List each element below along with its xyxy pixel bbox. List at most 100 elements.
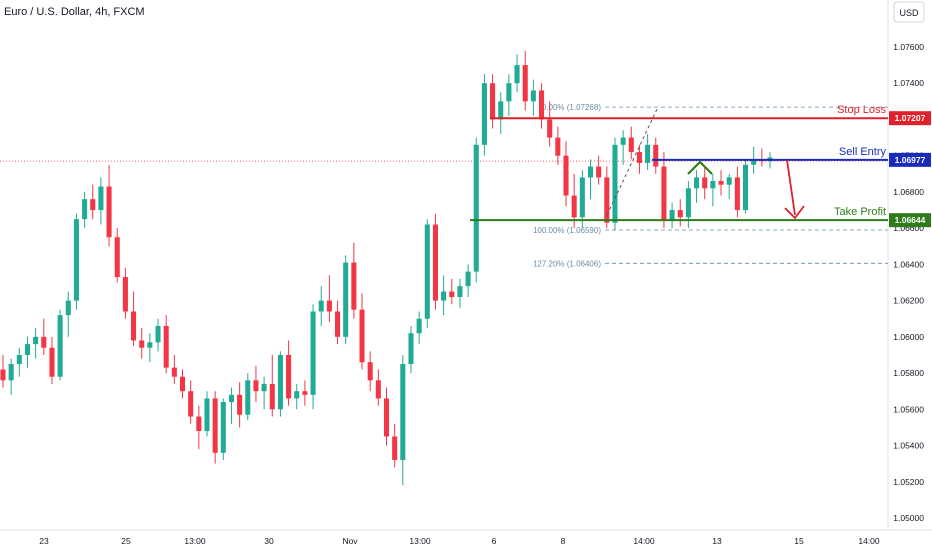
candle-body [481, 83, 487, 145]
x-tick-labels: 23 25 13:00 30 Nov 13:00 6 8 14:00 13 15 14:00 [39, 536, 880, 546]
candle [163, 315, 169, 374]
candle-body [220, 402, 226, 453]
candle-body [16, 354, 22, 365]
candle-body [114, 237, 120, 278]
candle [155, 318, 161, 352]
level-price-label: 1.07207 [895, 113, 926, 123]
candle [310, 304, 316, 410]
candle-body [245, 380, 251, 415]
candle-body [302, 391, 308, 395]
candle [8, 358, 14, 395]
candle-body [131, 311, 137, 341]
candle-body [33, 336, 39, 345]
candle [228, 387, 234, 424]
candle [596, 155, 602, 185]
candle-body [188, 391, 194, 417]
candle [131, 291, 137, 346]
candle [204, 391, 210, 437]
candle-body [286, 354, 292, 399]
level-price-label: 1.06977 [895, 155, 926, 165]
candle-body [212, 398, 218, 453]
candle-body [653, 144, 659, 167]
candle [326, 275, 332, 323]
candle [530, 79, 536, 116]
candle-body [514, 65, 520, 84]
candle [694, 170, 700, 203]
candle [188, 380, 194, 424]
candle [302, 380, 308, 406]
trade-levels: Stop Loss 1.07207 Sell Entry 1.06977 Take Pr… [470, 104, 931, 228]
candle [645, 133, 651, 171]
candle-body [65, 300, 71, 316]
candle [628, 126, 634, 160]
y-tick-label: 1.05000 [893, 513, 924, 523]
y-tick-label: 1.07400 [893, 78, 924, 88]
candle-body [522, 65, 528, 102]
candle [742, 159, 749, 214]
candle-body [90, 199, 96, 211]
candle-body [122, 277, 128, 312]
candle-body [645, 144, 651, 163]
candle-body [294, 391, 300, 399]
candle-body [326, 300, 332, 312]
candle-body [400, 364, 406, 461]
level-name: Sell Entry [839, 146, 887, 158]
candle [73, 213, 79, 310]
y-tick-label: 1.05200 [893, 477, 924, 487]
candle-body [726, 177, 732, 185]
x-tick-label: 14:00 [858, 536, 880, 546]
candle [653, 137, 659, 174]
x-tick-label: 25 [121, 536, 131, 546]
level-name: Stop Loss [837, 104, 886, 116]
candle-body [457, 286, 463, 297]
candle-body [710, 181, 716, 189]
currency-button[interactable]: USD [899, 8, 919, 18]
candle [579, 170, 585, 229]
candle-body [604, 177, 610, 223]
candle-body [424, 224, 430, 319]
candle-body [204, 398, 210, 432]
x-tick-label: 6 [492, 536, 497, 546]
candle-body [73, 219, 79, 301]
candle [661, 152, 667, 229]
candle-body [171, 367, 177, 377]
candle-body [432, 224, 438, 301]
candle-body [530, 90, 536, 102]
candle [220, 398, 226, 461]
candle [269, 354, 275, 417]
candle-body [57, 315, 63, 377]
candle [481, 74, 487, 156]
candle [33, 327, 39, 359]
candle [408, 325, 414, 374]
candle-body [449, 291, 455, 297]
candle [416, 311, 422, 345]
candle-body [408, 333, 414, 365]
candle [196, 405, 202, 450]
candle-body [269, 383, 275, 410]
candle [237, 382, 243, 428]
currency-button-bg[interactable] [893, 1, 925, 23]
candle [343, 255, 349, 345]
candle [106, 164, 112, 247]
candle-body [441, 291, 447, 301]
fib-level-label: 0.00% (1.07268) [542, 103, 601, 112]
candle [759, 148, 765, 167]
x-tick-label: 13:00 [409, 536, 431, 546]
level-name: Take Profit [834, 206, 886, 218]
candle-body [685, 188, 691, 218]
candle-body [563, 155, 569, 196]
candle-body [587, 166, 594, 178]
candle-body [277, 354, 283, 410]
candle [702, 166, 708, 200]
candle [424, 219, 430, 328]
y-tick-label: 1.06000 [893, 332, 924, 342]
candle-body [694, 177, 700, 189]
level-price-tag [889, 111, 931, 126]
candle-body [628, 137, 634, 153]
candle [490, 74, 496, 129]
candle [351, 242, 357, 319]
candle [90, 184, 96, 220]
candle-body [490, 83, 496, 120]
